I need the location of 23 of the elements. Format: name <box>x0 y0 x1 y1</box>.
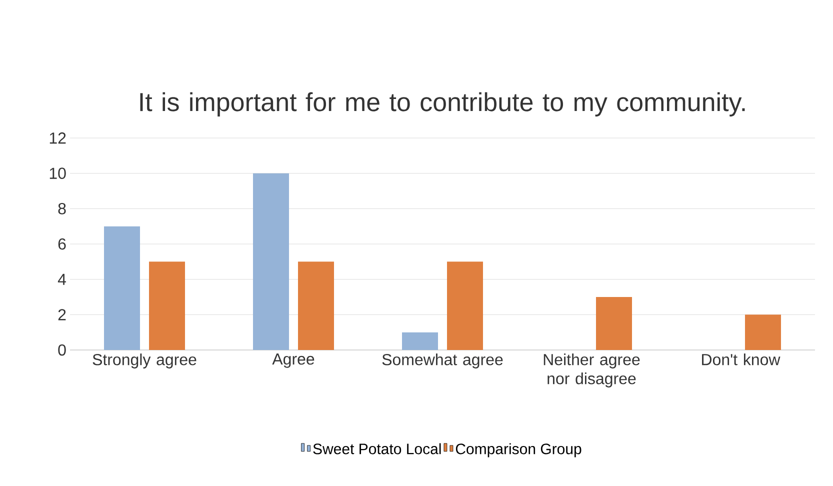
legend-label: Comparison Group <box>456 443 582 458</box>
y-tick-label: 2 <box>58 309 66 320</box>
bar <box>402 332 438 350</box>
bar <box>253 173 290 350</box>
y-tick-label: 0 <box>58 344 66 356</box>
x-tick-label: Don't know <box>702 354 780 366</box>
x-tick-label: Neither agree nor disagree <box>544 354 640 388</box>
bar <box>744 314 781 350</box>
bar <box>596 296 632 350</box>
y-tick-label: 12 <box>50 132 66 144</box>
x-tick-label: Agree <box>272 354 314 368</box>
y-tick-label: 6 <box>58 238 66 250</box>
y-tick-label: 10 <box>50 168 66 179</box>
bar <box>447 262 483 350</box>
bar <box>149 262 186 350</box>
bar <box>104 226 140 350</box>
y-tick-label: 4 <box>58 274 66 285</box>
x-tick-label: Somewhat agree <box>382 354 503 368</box>
x-tick-label: Strongly agree <box>92 354 196 368</box>
y-tick-label: 8 <box>58 203 66 214</box>
bar <box>298 262 334 350</box>
legend-label: Sweet Potato Local <box>313 443 441 454</box>
chart-title: It is important for me to contribute to my community. <box>140 92 745 116</box>
